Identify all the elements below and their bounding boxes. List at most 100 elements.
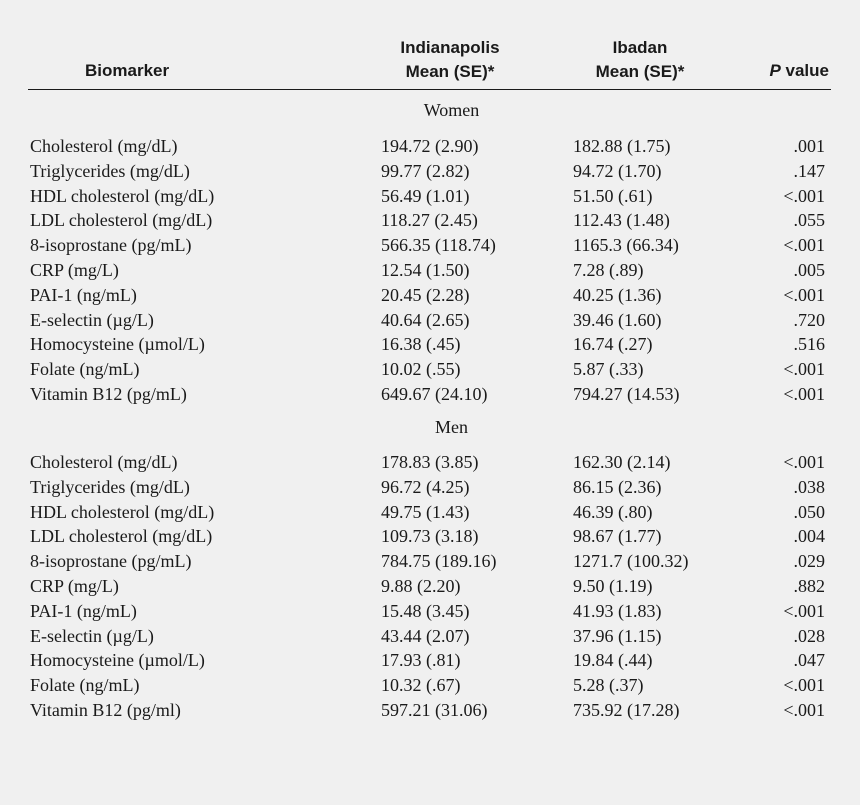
indianapolis-cell: 194.72 (2.90) [381, 136, 479, 156]
table-row: Folate (ng/mL) 10.02 (.55) 5.87 (.33) <.001 [0, 357, 860, 381]
ibadan-cell: 40.25 (1.36) [573, 284, 662, 305]
ibadan-cell: 794.27 (14.53) [573, 384, 680, 404]
table-row: Cholesterol (mg/dL) 194.72 (2.90) 182.88 (… [0, 134, 860, 158]
biomarker-cell: Vitamin B12 (pg/ml) [30, 700, 181, 720]
p-value-cell: <.001 [783, 384, 825, 404]
section-label-men: Men [435, 417, 468, 437]
indianapolis-cell: 9.88 (2.20) [381, 576, 461, 596]
biomarker-cell: 8-isoprostane (pg/mL) [30, 235, 192, 256]
biomarker-cell: Triglycerides (mg/dL) [30, 160, 190, 181]
table-row: Homocysteine (µmol/L) 17.93 (.81) 19.84 (.… [0, 648, 860, 672]
table-row: Vitamin B12 (pg/ml) 597.21 (31.06) 735.92 … [0, 698, 860, 722]
ibadan-cell: 94.72 (1.70) [573, 160, 662, 181]
table-row: 8-isoprostane (pg/mL) 566.35 (118.74) 1165… [0, 233, 860, 257]
header-indianapolis-line2: Mean (SE)* [405, 62, 495, 81]
biomarker-cell: PAI-1 (ng/mL) [30, 284, 137, 305]
indianapolis-cell: 10.02 (.55) [381, 359, 461, 380]
biomarker-cell: Homocysteine (µmol/L) [30, 334, 205, 355]
ibadan-cell: 182.88 (1.75) [573, 136, 671, 156]
ibadan-cell: 39.46 (1.60) [573, 309, 662, 330]
p-value-cell: <.001 [783, 452, 825, 472]
ibadan-cell: 5.28 (.37) [573, 675, 644, 696]
header-ibadan-line2: Mean (SE)* [595, 62, 685, 81]
table-row: HDL cholesterol (mg/dL) 49.75 (1.43) 46.39… [0, 500, 860, 524]
header-indianapolis-line1: Indianapolis [400, 38, 500, 57]
ibadan-cell: 9.50 (1.19) [573, 576, 653, 596]
p-value-cell: <.001 [783, 675, 825, 696]
indianapolis-cell: 17.93 (.81) [381, 650, 461, 671]
header-indianapolis: Indianapolis Mean (SE)* [380, 36, 520, 84]
ibadan-cell: 112.43 (1.48) [573, 210, 670, 231]
table-row: HDL cholesterol (mg/dL) 56.49 (1.01) 51.50… [0, 184, 860, 208]
p-value-cell: .004 [793, 526, 826, 547]
biomarker-cell: E-selectin (µg/L) [30, 309, 154, 330]
p-value-cell: <.001 [783, 185, 825, 206]
indianapolis-cell: 178.83 (3.85) [381, 452, 479, 472]
indianapolis-cell: 40.64 (2.65) [381, 309, 470, 330]
biomarker-cell: Cholesterol (mg/dL) [30, 136, 178, 156]
indianapolis-cell: 566.35 (118.74) [381, 235, 496, 256]
indianapolis-cell: 597.21 (31.06) [381, 700, 488, 720]
ibadan-cell: 162.30 (2.14) [573, 452, 671, 472]
table-row: Triglycerides (mg/dL) 96.72 (4.25) 86.15 (… [0, 475, 860, 499]
p-value-cell: <.001 [783, 284, 825, 305]
indianapolis-cell: 118.27 (2.45) [381, 210, 478, 231]
header-p-italic: P [769, 61, 781, 80]
biomarker-cell: Homocysteine (µmol/L) [30, 650, 205, 671]
p-value-cell: .516 [793, 334, 826, 355]
indianapolis-cell: 784.75 (189.16) [381, 551, 497, 572]
biomarker-cell: Vitamin B12 (pg/mL) [30, 384, 187, 404]
p-value-cell: .055 [793, 210, 826, 231]
indianapolis-cell: 10.32 (.67) [381, 675, 461, 696]
biomarker-cell: Folate (ng/mL) [30, 359, 140, 380]
indianapolis-cell: 96.72 (4.25) [381, 476, 470, 497]
section-label-women: Women [423, 100, 480, 120]
indianapolis-cell: 109.73 (3.18) [381, 526, 479, 547]
ibadan-cell: 1165.3 (66.34) [573, 235, 679, 256]
biomarker-cell: HDL cholesterol (mg/dL) [30, 185, 215, 206]
table-row: CRP (mg/L) 12.54 (1.50) 7.28 (.89) .005 [0, 258, 860, 282]
indianapolis-cell: 56.49 (1.01) [381, 185, 470, 206]
table-row: LDL cholesterol (mg/dL) 118.27 (2.45) 112.… [0, 208, 860, 232]
header-ibadan: Ibadan Mean (SE)* [575, 36, 705, 84]
table-row: PAI-1 (ng/mL) 20.45 (2.28) 40.25 (1.36) <.0… [0, 283, 860, 307]
ibadan-cell: 37.96 (1.15) [573, 625, 662, 646]
biomarker-cell: PAI-1 (ng/mL) [30, 600, 137, 621]
p-value-cell: .720 [793, 309, 826, 330]
indianapolis-cell: 99.77 (2.82) [381, 160, 470, 181]
indianapolis-cell: 16.38 (.45) [381, 334, 461, 355]
biomarker-cell: LDL cholesterol (mg/dL) [30, 210, 213, 231]
ibadan-cell: 5.87 (.33) [573, 359, 644, 380]
header-ibadan-line1: Ibadan [612, 38, 668, 57]
indianapolis-cell: 49.75 (1.43) [381, 501, 470, 522]
indianapolis-cell: 20.45 (2.28) [381, 284, 470, 305]
biomarker-cell: LDL cholesterol (mg/dL) [30, 526, 213, 547]
table-row: E-selectin (µg/L) 40.64 (2.65) 39.46 (1.60… [0, 308, 860, 332]
indianapolis-cell: 15.48 (3.45) [381, 600, 470, 621]
table-row: LDL cholesterol (mg/dL) 109.73 (3.18) 98.6… [0, 524, 860, 548]
p-value-cell: .147 [793, 160, 826, 181]
biomarker-cell: CRP (mg/L) [30, 576, 119, 596]
table-row: Homocysteine (µmol/L) 16.38 (.45) 16.74 (.… [0, 332, 860, 356]
table-row: Cholesterol (mg/dL) 178.83 (3.85) 162.30 (… [0, 450, 860, 474]
biomarker-cell: 8-isoprostane (pg/mL) [30, 551, 192, 572]
table-row: CRP (mg/L) 9.88 (2.20) 9.50 (1.19) .882 [0, 574, 860, 598]
ibadan-cell: 98.67 (1.77) [573, 526, 662, 547]
p-value-cell: .038 [793, 476, 826, 497]
p-value-cell: <.001 [783, 600, 825, 621]
ibadan-cell: 1271.7 (100.32) [573, 551, 689, 572]
header-p-rest: value [780, 61, 829, 80]
ibadan-cell: 41.93 (1.83) [573, 600, 662, 621]
ibadan-cell: 7.28 (.89) [573, 260, 644, 280]
p-value-cell: <.001 [783, 700, 825, 720]
table-row: PAI-1 (ng/mL) 15.48 (3.45) 41.93 (1.83) <.0… [0, 599, 860, 623]
header-p-value: P value [769, 59, 829, 83]
p-value-cell: .047 [793, 650, 826, 671]
indianapolis-cell: 12.54 (1.50) [381, 260, 470, 280]
table-row: Folate (ng/mL) 10.32 (.67) 5.28 (.37) <.001 [0, 673, 860, 697]
p-value-cell: .028 [793, 625, 826, 646]
indianapolis-cell: 649.67 (24.10) [381, 384, 488, 404]
p-value-cell: .001 [793, 136, 826, 156]
table-row: Vitamin B12 (pg/mL) 649.67 (24.10) 794.27 … [0, 382, 860, 406]
